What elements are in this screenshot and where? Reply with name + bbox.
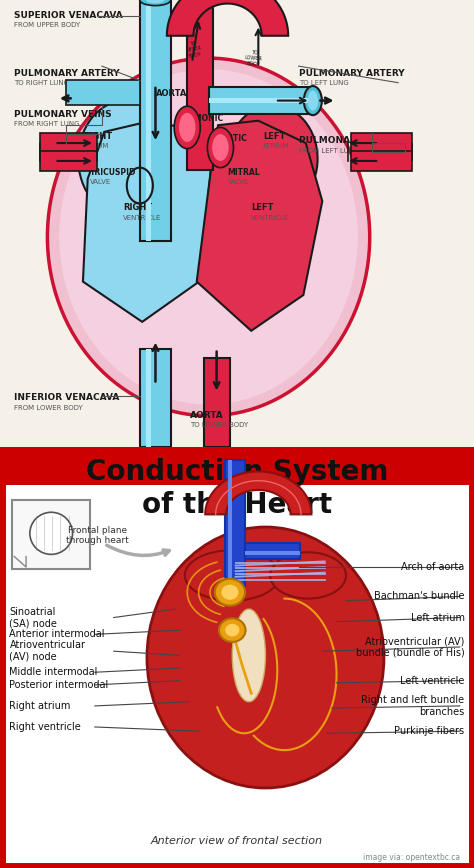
Bar [146, 0, 151, 241]
Bar [140, 0, 171, 241]
Text: FROM LEFT LUNG: FROM LEFT LUNG [299, 148, 359, 154]
Text: RIGHT: RIGHT [123, 203, 152, 213]
Text: TO LOWER BODY: TO LOWER BODY [190, 423, 248, 429]
Text: Purkinje fibers: Purkinje fibers [394, 727, 465, 736]
Text: VALVE: VALVE [216, 145, 237, 151]
Text: ATRIUM: ATRIUM [83, 143, 109, 149]
Bar [351, 133, 412, 153]
Bar [245, 542, 300, 559]
Bar [2, 449, 472, 485]
Bar [66, 81, 140, 105]
Circle shape [221, 585, 238, 600]
Ellipse shape [174, 106, 200, 148]
Ellipse shape [78, 101, 173, 217]
Text: Right atrium: Right atrium [9, 701, 71, 711]
Text: TO RIGHT LUNG: TO RIGHT LUNG [14, 81, 69, 87]
Text: FROM RIGHT LUNG: FROM RIGHT LUNG [14, 121, 80, 127]
Ellipse shape [232, 609, 265, 701]
Bar [351, 151, 412, 171]
Ellipse shape [30, 512, 73, 555]
Text: TRICUSPID: TRICUSPID [90, 168, 137, 176]
Circle shape [219, 618, 246, 642]
Text: Posterior intermodal: Posterior intermodal [9, 680, 109, 690]
Polygon shape [83, 123, 211, 322]
Bar [40, 133, 97, 153]
Text: PULMONARY ARTERY: PULMONARY ARTERY [14, 69, 120, 78]
Bar [209, 98, 313, 102]
Text: VENTRICLE: VENTRICLE [123, 214, 162, 220]
Bar [40, 151, 97, 171]
Bar [228, 460, 232, 586]
Text: TO
LOWER
BODY: TO LOWER BODY [244, 49, 263, 67]
Ellipse shape [270, 552, 346, 599]
Polygon shape [167, 0, 288, 36]
Text: Atrioventricular
(AV) node: Atrioventricular (AV) node [9, 641, 85, 662]
Ellipse shape [147, 527, 384, 788]
Ellipse shape [146, 0, 164, 3]
Text: Left ventricle: Left ventricle [400, 675, 465, 686]
Text: Left atrium: Left atrium [410, 613, 465, 622]
Text: Right and left bundle
branches: Right and left bundle branches [361, 695, 465, 717]
Text: Bachman's bundle: Bachman's bundle [374, 591, 465, 602]
Text: AORTIC: AORTIC [216, 134, 247, 143]
Text: PULMONIC: PULMONIC [178, 114, 224, 123]
Ellipse shape [304, 86, 322, 115]
Ellipse shape [308, 90, 318, 110]
Bar [225, 460, 245, 586]
Circle shape [225, 624, 239, 636]
Bar [204, 358, 230, 447]
Text: ATRIUM: ATRIUM [263, 143, 290, 149]
Text: AORTA: AORTA [156, 89, 188, 98]
Text: Atrioventricular (AV)
bundle (bundle of His): Atrioventricular (AV) bundle (bundle of … [356, 636, 465, 658]
Text: MITRAL: MITRAL [228, 168, 260, 176]
Bar [140, 349, 171, 447]
Text: PULMONARY ARTERY: PULMONARY ARTERY [299, 69, 404, 78]
Bar [187, 0, 213, 170]
Text: FROM UPPER BODY: FROM UPPER BODY [14, 23, 81, 29]
Polygon shape [205, 471, 311, 515]
Ellipse shape [47, 58, 370, 416]
Text: FROM LOWER BODY: FROM LOWER BODY [14, 404, 83, 411]
Bar [209, 87, 313, 114]
Text: Right ventricle: Right ventricle [9, 722, 81, 732]
Text: RIGHT: RIGHT [83, 132, 112, 141]
Text: image via: opentextbc.ca: image via: opentextbc.ca [363, 852, 460, 862]
Bar [146, 349, 151, 447]
Text: Anterior view of frontal section: Anterior view of frontal section [151, 836, 323, 845]
Text: PULMONARY VEINS: PULMONARY VEINS [14, 109, 112, 119]
Ellipse shape [228, 105, 318, 213]
Text: VALVE: VALVE [178, 125, 199, 131]
Text: LEFT: LEFT [251, 203, 273, 213]
Text: VALVE: VALVE [90, 179, 111, 185]
Ellipse shape [59, 69, 358, 404]
Text: SUPERIOR VENACAVA: SUPERIOR VENACAVA [14, 11, 123, 20]
FancyBboxPatch shape [12, 500, 90, 569]
Text: Frontal plane
through heart: Frontal plane through heart [66, 526, 128, 545]
Text: Arch of aorta: Arch of aorta [401, 562, 465, 572]
Ellipse shape [212, 134, 228, 161]
Bar [245, 551, 300, 556]
Text: Middle intermodal: Middle intermodal [9, 667, 98, 677]
Circle shape [215, 579, 245, 606]
Text: VENTRICLE: VENTRICLE [251, 214, 290, 220]
Ellipse shape [208, 128, 233, 168]
Text: PULMONARY VEINS: PULMONARY VEINS [299, 136, 396, 145]
Text: Conduction System
of the Heart: Conduction System of the Heart [86, 457, 388, 519]
Text: VALVE: VALVE [228, 179, 249, 185]
Ellipse shape [179, 113, 195, 142]
Text: INFERIOR VENACAVA: INFERIOR VENACAVA [14, 393, 119, 403]
Text: Anterior intermodal: Anterior intermodal [9, 629, 105, 640]
Text: LEFT: LEFT [263, 132, 285, 141]
Ellipse shape [185, 550, 280, 601]
Text: Sinoatrial
(SA) node: Sinoatrial (SA) node [9, 607, 57, 628]
Polygon shape [197, 121, 322, 331]
Text: TO LEFT LUNG: TO LEFT LUNG [299, 81, 348, 87]
Text: TO
UPPER
BODY: TO UPPER BODY [185, 40, 203, 59]
Text: AORTA: AORTA [190, 411, 223, 420]
Ellipse shape [140, 0, 171, 5]
